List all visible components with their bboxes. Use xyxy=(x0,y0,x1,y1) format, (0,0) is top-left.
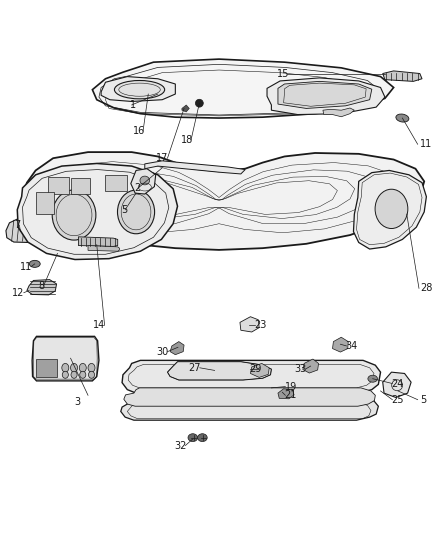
Text: 32: 32 xyxy=(174,440,186,450)
Text: 2: 2 xyxy=(134,183,141,193)
Polygon shape xyxy=(332,337,348,352)
Text: 5: 5 xyxy=(420,394,426,405)
Polygon shape xyxy=(278,389,294,399)
Polygon shape xyxy=(78,237,118,246)
Polygon shape xyxy=(6,217,49,243)
Ellipse shape xyxy=(195,99,203,107)
Polygon shape xyxy=(131,169,155,194)
Ellipse shape xyxy=(198,434,207,441)
Ellipse shape xyxy=(114,80,165,99)
Text: 5: 5 xyxy=(121,205,127,215)
Polygon shape xyxy=(88,246,120,251)
Ellipse shape xyxy=(396,114,409,122)
Polygon shape xyxy=(267,78,385,115)
Text: 21: 21 xyxy=(285,390,297,400)
Text: 18: 18 xyxy=(180,135,193,145)
Text: 7: 7 xyxy=(14,220,20,230)
Polygon shape xyxy=(92,59,394,118)
Polygon shape xyxy=(170,342,184,354)
Text: 11: 11 xyxy=(20,262,32,271)
Polygon shape xyxy=(240,317,259,332)
Polygon shape xyxy=(121,398,378,420)
Ellipse shape xyxy=(71,372,77,378)
Polygon shape xyxy=(145,161,245,174)
Polygon shape xyxy=(278,82,372,108)
Polygon shape xyxy=(17,164,177,260)
Ellipse shape xyxy=(71,364,78,372)
Ellipse shape xyxy=(375,189,408,229)
Text: 33: 33 xyxy=(294,364,306,374)
Polygon shape xyxy=(182,105,189,112)
Ellipse shape xyxy=(29,261,40,268)
Text: 24: 24 xyxy=(392,378,404,389)
Ellipse shape xyxy=(140,176,150,185)
Text: 3: 3 xyxy=(74,398,80,408)
Polygon shape xyxy=(32,336,99,381)
Text: 23: 23 xyxy=(254,320,266,330)
Text: 16: 16 xyxy=(133,126,145,136)
Polygon shape xyxy=(251,364,269,377)
Text: 28: 28 xyxy=(420,284,432,293)
Ellipse shape xyxy=(117,190,155,234)
Polygon shape xyxy=(71,178,90,195)
Text: 19: 19 xyxy=(285,382,297,392)
Text: 34: 34 xyxy=(346,341,358,351)
Text: 11: 11 xyxy=(420,139,432,149)
Ellipse shape xyxy=(79,364,86,372)
Ellipse shape xyxy=(80,372,86,378)
Polygon shape xyxy=(323,108,354,117)
Polygon shape xyxy=(383,372,411,398)
Ellipse shape xyxy=(368,375,378,382)
Ellipse shape xyxy=(188,434,198,441)
Text: 17: 17 xyxy=(156,153,169,163)
Polygon shape xyxy=(22,152,424,250)
Polygon shape xyxy=(106,175,127,191)
Ellipse shape xyxy=(88,372,95,378)
Ellipse shape xyxy=(52,190,96,240)
Polygon shape xyxy=(122,360,381,393)
Polygon shape xyxy=(303,359,318,373)
Text: 27: 27 xyxy=(188,363,201,373)
Polygon shape xyxy=(124,388,375,406)
Text: 14: 14 xyxy=(93,320,106,330)
Polygon shape xyxy=(27,280,57,295)
Text: 8: 8 xyxy=(38,281,44,291)
Polygon shape xyxy=(383,71,422,82)
Ellipse shape xyxy=(88,364,95,372)
Polygon shape xyxy=(48,177,69,195)
Ellipse shape xyxy=(62,372,68,378)
Text: 1: 1 xyxy=(130,100,136,110)
Text: 29: 29 xyxy=(250,364,262,374)
Polygon shape xyxy=(101,77,175,101)
Polygon shape xyxy=(35,359,57,376)
Text: 12: 12 xyxy=(12,288,25,298)
Polygon shape xyxy=(36,192,54,214)
Polygon shape xyxy=(353,171,426,249)
Text: 15: 15 xyxy=(276,69,289,79)
Text: 30: 30 xyxy=(156,346,169,357)
Text: 25: 25 xyxy=(392,394,404,405)
Polygon shape xyxy=(167,362,272,380)
Ellipse shape xyxy=(62,364,69,372)
